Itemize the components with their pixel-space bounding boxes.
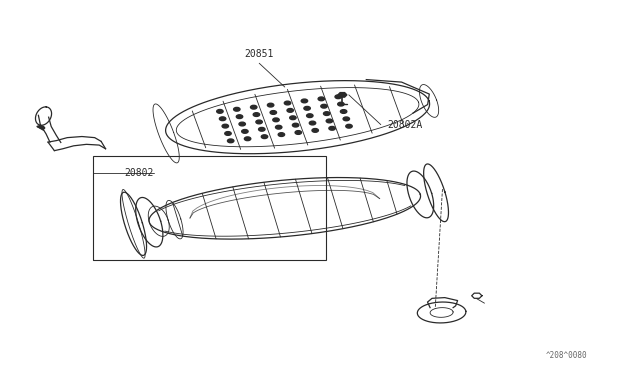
Circle shape bbox=[284, 101, 291, 105]
Circle shape bbox=[225, 132, 231, 135]
Text: 20802A: 20802A bbox=[387, 120, 422, 129]
Circle shape bbox=[335, 95, 341, 99]
Circle shape bbox=[220, 117, 226, 121]
Circle shape bbox=[236, 115, 243, 119]
Circle shape bbox=[253, 113, 260, 116]
Circle shape bbox=[307, 114, 313, 118]
Polygon shape bbox=[37, 125, 45, 129]
Circle shape bbox=[346, 124, 352, 128]
Text: 20802: 20802 bbox=[125, 168, 154, 178]
Circle shape bbox=[250, 105, 257, 109]
Circle shape bbox=[312, 129, 318, 132]
Circle shape bbox=[301, 99, 308, 103]
Circle shape bbox=[323, 112, 330, 115]
Circle shape bbox=[222, 124, 228, 128]
Circle shape bbox=[259, 128, 265, 131]
Circle shape bbox=[318, 97, 324, 101]
Circle shape bbox=[244, 137, 251, 141]
Circle shape bbox=[239, 122, 245, 126]
Circle shape bbox=[326, 119, 333, 123]
Circle shape bbox=[256, 120, 262, 124]
Circle shape bbox=[287, 109, 293, 112]
Circle shape bbox=[275, 125, 282, 129]
Bar bbox=[93, 156, 326, 260]
Circle shape bbox=[242, 129, 248, 133]
Polygon shape bbox=[338, 93, 347, 97]
Circle shape bbox=[290, 116, 296, 120]
Circle shape bbox=[227, 139, 234, 143]
Circle shape bbox=[217, 109, 223, 113]
Circle shape bbox=[343, 117, 349, 121]
Circle shape bbox=[273, 118, 279, 122]
Circle shape bbox=[268, 103, 274, 107]
Circle shape bbox=[270, 110, 276, 114]
Circle shape bbox=[321, 105, 327, 108]
Circle shape bbox=[234, 108, 240, 111]
Circle shape bbox=[292, 123, 299, 127]
Text: ^208^0080: ^208^0080 bbox=[545, 351, 588, 360]
Circle shape bbox=[304, 106, 310, 110]
Circle shape bbox=[261, 135, 268, 138]
Circle shape bbox=[295, 131, 301, 134]
Circle shape bbox=[329, 126, 335, 130]
Text: 20851: 20851 bbox=[244, 49, 274, 59]
Circle shape bbox=[340, 110, 347, 113]
Circle shape bbox=[278, 133, 285, 137]
Circle shape bbox=[338, 102, 344, 106]
Circle shape bbox=[309, 121, 316, 125]
